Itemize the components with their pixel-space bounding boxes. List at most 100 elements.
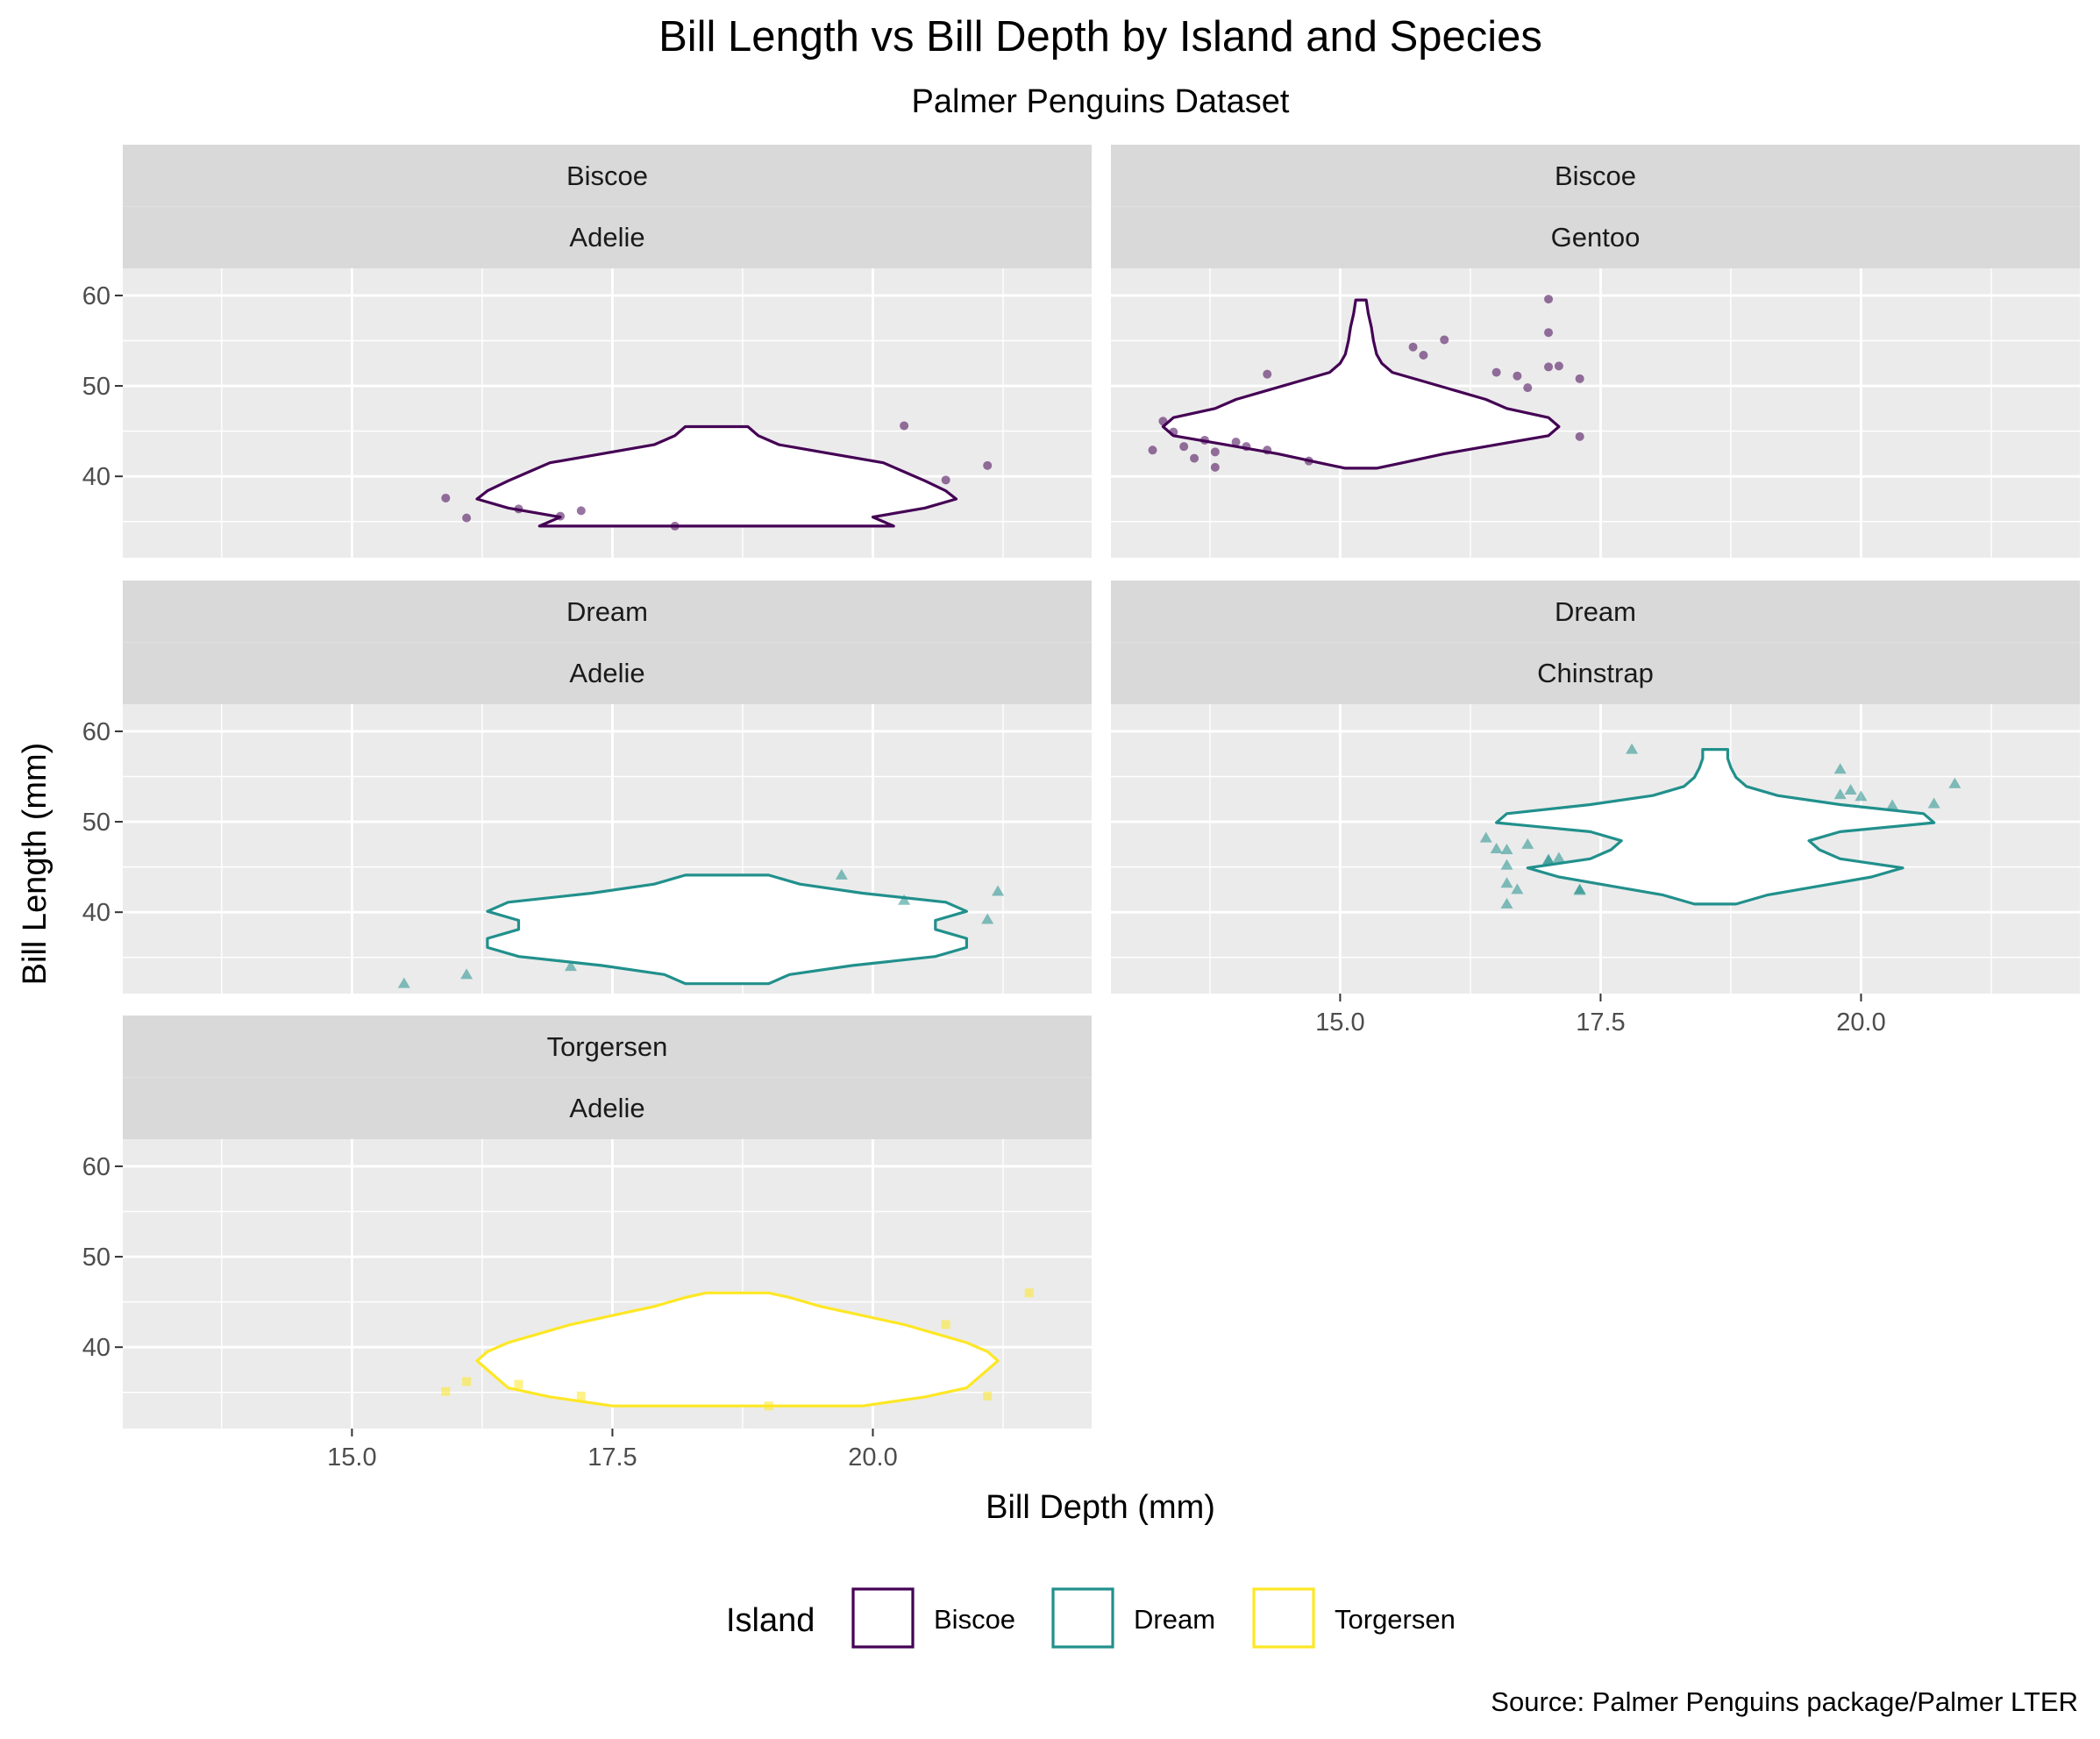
facet-strip-island: Dream — [566, 596, 648, 627]
data-point — [1210, 462, 1220, 472]
facet-panel: Torgersen Adelie 40 50 60 15.0 17.5 20.0 — [82, 1016, 1092, 1472]
data-point — [1844, 783, 1857, 795]
legend-key — [851, 1587, 915, 1649]
chart-subtitle: Palmer Penguins Dataset — [912, 83, 1290, 120]
data-point — [1886, 799, 1899, 810]
data-point — [1544, 328, 1554, 338]
data-point — [835, 868, 848, 880]
facet-panel: Biscoe Gentoo — [1111, 145, 2080, 558]
data-point — [1854, 790, 1868, 802]
legend-label: Biscoe — [934, 1604, 1015, 1635]
facet-strip-species: Adelie — [569, 658, 644, 688]
legend-title: Island — [726, 1602, 815, 1639]
data-point — [1500, 877, 1513, 888]
legend-key — [1252, 1587, 1315, 1649]
data-point — [1263, 445, 1272, 455]
y-tick-label: 40 — [82, 463, 110, 491]
data-point — [1158, 417, 1168, 426]
data-point — [1948, 777, 1961, 788]
data-point — [1542, 854, 1555, 866]
data-point — [1626, 743, 1639, 754]
data-point — [1242, 442, 1251, 452]
data-point — [1179, 442, 1189, 452]
x-tick-label: 15.0 — [1315, 1008, 1364, 1037]
data-point — [941, 475, 950, 485]
data-point — [1231, 438, 1241, 446]
data-point — [1523, 383, 1533, 393]
data-point — [1440, 335, 1449, 345]
data-point — [670, 521, 680, 531]
data-point — [1833, 788, 1847, 800]
x-tick-label: 20.0 — [848, 1443, 897, 1472]
data-point — [1575, 374, 1584, 383]
data-point — [397, 977, 410, 988]
x-axis-title: Bill Depth (mm) — [986, 1489, 1215, 1526]
facet-strip-island: Biscoe — [566, 160, 648, 191]
y-tick-label: 40 — [82, 1334, 110, 1362]
y-tick-label: 50 — [82, 373, 110, 401]
data-point — [1024, 1288, 1034, 1298]
legend-item: Dream — [1051, 1587, 1215, 1649]
panel-background — [1111, 704, 2080, 994]
x-tick-label: 17.5 — [587, 1443, 637, 1472]
data-point — [556, 511, 566, 521]
data-point — [1544, 295, 1554, 304]
legend-label: Dream — [1134, 1604, 1215, 1635]
data-point — [764, 1401, 773, 1411]
data-point — [576, 506, 586, 516]
facet-strip-species: Adelie — [569, 1093, 644, 1123]
data-point — [1169, 427, 1178, 437]
data-point — [1575, 431, 1584, 441]
data-point — [1552, 852, 1565, 863]
data-point — [1500, 897, 1513, 909]
violin-shape — [1495, 748, 1936, 906]
legend-item: Biscoe — [851, 1587, 1015, 1649]
facet-panel: Dream Chinstrap 15.0 17.5 20.0 — [1111, 581, 2080, 1037]
data-point — [1511, 883, 1524, 894]
data-point — [1210, 447, 1220, 457]
y-tick-label: 60 — [82, 1153, 110, 1181]
x-tick-label: 17.5 — [1576, 1008, 1625, 1037]
data-point — [1500, 844, 1513, 855]
data-point — [1544, 362, 1554, 372]
data-point — [981, 913, 994, 924]
chart-title: Bill Length vs Bill Depth by Island and … — [658, 13, 1542, 61]
data-point — [900, 421, 909, 431]
facet-strip-island: Biscoe — [1555, 160, 1636, 191]
data-point — [564, 960, 577, 972]
data-point — [514, 504, 523, 514]
data-point — [462, 513, 472, 523]
y-tick-label: 40 — [82, 899, 110, 927]
facet-panel: Biscoe Adelie 40 50 60 — [82, 145, 1092, 558]
data-point — [983, 460, 993, 470]
facet-strip-island: Dream — [1555, 596, 1636, 627]
data-point — [992, 885, 1005, 896]
data-point — [898, 894, 911, 905]
data-point — [1521, 837, 1534, 849]
data-point — [576, 1391, 586, 1400]
data-point — [1479, 831, 1492, 843]
facet-strip-species: Chinstrap — [1537, 658, 1654, 688]
data-point — [1833, 763, 1847, 774]
data-point — [1490, 843, 1503, 853]
data-point — [441, 493, 451, 502]
facet-panels: Biscoe Adelie 40 50 60 Biscoe Gentoo Dream Adeli… — [82, 145, 2080, 1472]
facet-strip-species: Gentoo — [1551, 222, 1641, 253]
facet-strip-species: Adelie — [569, 222, 644, 253]
y-tick-label: 60 — [82, 282, 110, 310]
data-point — [1190, 453, 1199, 463]
legend: Island Biscoe Dream Torgersen — [726, 1587, 1456, 1649]
data-point — [462, 1377, 472, 1386]
x-tick-label: 20.0 — [1836, 1008, 1885, 1037]
data-point — [514, 1379, 523, 1389]
violin-shape — [1161, 298, 1561, 470]
y-axis-title: Bill Length (mm) — [17, 743, 53, 986]
data-point — [441, 1386, 451, 1396]
data-point — [1304, 456, 1313, 466]
data-point — [941, 1320, 950, 1329]
facet-strip-island: Torgersen — [547, 1031, 668, 1062]
legend-key — [1051, 1587, 1114, 1649]
data-point — [1408, 342, 1418, 352]
data-point — [1491, 367, 1501, 377]
data-point — [1554, 361, 1563, 371]
